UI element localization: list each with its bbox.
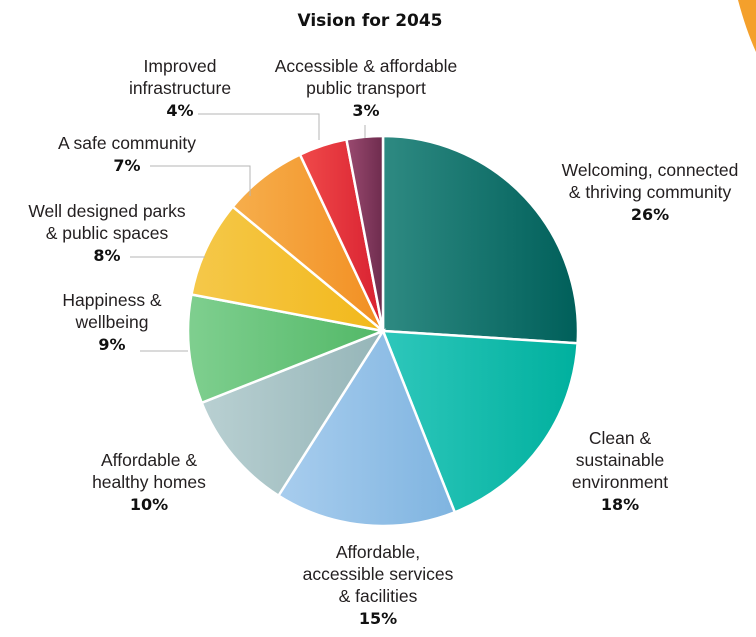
pie-slice	[381, 134, 580, 345]
slice-percent-label: 26%	[631, 205, 669, 224]
slice-labels: Welcoming, connected& thriving community…	[28, 56, 738, 628]
slice-label: & public spaces	[46, 223, 169, 243]
slice-label: healthy homes	[92, 472, 206, 492]
slice-percent-label: 10%	[130, 495, 168, 514]
chart-title: Vision for 2045	[297, 11, 442, 31]
slice-percent-label: 8%	[93, 246, 120, 265]
slice-percent-label: 9%	[98, 335, 125, 354]
pie-slice	[200, 328, 387, 498]
slice-label: Well designed parks	[28, 201, 186, 221]
slice-percent-label: 18%	[601, 495, 639, 514]
pie-slices	[186, 134, 580, 528]
decorative-orange-corner	[738, 0, 756, 52]
slice-label: Improved	[144, 56, 217, 76]
slice-label: Affordable,	[336, 542, 420, 562]
pie-slice	[276, 328, 457, 528]
slice-percent-label: 4%	[166, 101, 193, 120]
slice-label: sustainable	[576, 450, 665, 470]
slice-label: & facilities	[339, 586, 418, 606]
slice-label: Happiness &	[62, 290, 162, 310]
slice-label: A safe community	[58, 133, 196, 153]
slice-percent-label: 15%	[359, 609, 397, 628]
leader-line	[198, 113, 320, 140]
pie-slice	[189, 204, 384, 333]
leader-line	[150, 165, 251, 196]
leader-lines	[130, 113, 366, 352]
slice-label: Accessible & affordable	[275, 56, 458, 76]
slice-percent-label: 7%	[113, 156, 140, 175]
slice-percent-label: 3%	[352, 101, 379, 120]
pie-slice	[186, 292, 388, 405]
slice-label: Clean &	[589, 428, 652, 448]
slice-label: & thriving community	[569, 182, 732, 202]
slice-label: wellbeing	[75, 312, 149, 332]
slice-label: Welcoming, connected	[562, 160, 739, 180]
slice-label: public transport	[306, 78, 426, 98]
slice-label: infrastructure	[129, 78, 231, 98]
slice-label: Affordable &	[101, 450, 197, 470]
slice-label: accessible services	[303, 564, 454, 584]
pie-slice	[381, 329, 579, 514]
slice-label: environment	[572, 472, 668, 492]
